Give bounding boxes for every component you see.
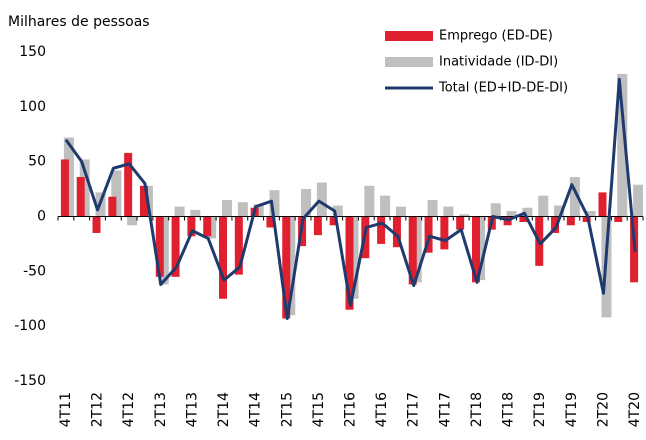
bar xyxy=(269,190,280,217)
y-axis-label: Milhares de pessoas xyxy=(8,14,150,30)
bar xyxy=(617,73,628,217)
bar xyxy=(585,211,596,217)
bar xyxy=(522,207,533,217)
bar xyxy=(332,205,343,217)
bar xyxy=(316,182,327,217)
y-tick-label: 100 xyxy=(19,99,46,115)
bar xyxy=(377,216,386,244)
bar xyxy=(427,200,438,217)
bar xyxy=(569,177,580,217)
x-tick-label: 4T19 xyxy=(564,392,580,427)
bar xyxy=(380,195,391,217)
y-tick-label: -100 xyxy=(14,318,46,334)
legend-label: Emprego (ED-DE) xyxy=(439,29,553,44)
bar xyxy=(174,206,185,217)
bar xyxy=(551,216,560,233)
bar xyxy=(301,189,312,217)
bar xyxy=(282,216,291,319)
x-tick-label: 2T15 xyxy=(279,392,295,427)
bar xyxy=(92,216,101,233)
y-tick-label: -50 xyxy=(23,263,46,279)
bar xyxy=(127,216,138,226)
bar xyxy=(222,200,233,217)
bar xyxy=(471,216,480,283)
legend-swatch xyxy=(385,57,433,67)
bar xyxy=(408,216,417,285)
x-tick-label: 4T18 xyxy=(501,392,517,427)
x-tick-label: 2T12 xyxy=(90,392,106,427)
bar xyxy=(443,206,454,217)
x-tick-label: 4T20 xyxy=(627,392,643,427)
legend-swatch xyxy=(385,31,433,41)
bar xyxy=(456,216,465,230)
x-tick-label: 4T11 xyxy=(58,392,74,427)
bar xyxy=(506,211,517,217)
bar xyxy=(124,152,133,217)
x-tick-label: 2T19 xyxy=(532,392,548,427)
bar xyxy=(108,196,117,217)
x-tick-label: 2T13 xyxy=(153,392,169,427)
x-tick-label: 4T12 xyxy=(121,392,137,427)
x-tick-label: 4T13 xyxy=(184,392,200,427)
bar xyxy=(459,214,470,217)
bar xyxy=(111,170,122,217)
bar xyxy=(190,209,201,217)
bar xyxy=(554,205,565,217)
bar xyxy=(490,203,501,217)
x-tick-label: 4T17 xyxy=(437,392,453,427)
bar xyxy=(203,216,212,237)
bar xyxy=(219,216,228,299)
bar xyxy=(60,159,69,217)
bar xyxy=(155,216,164,277)
bar xyxy=(76,177,85,217)
bar xyxy=(329,216,338,226)
bar xyxy=(364,185,375,217)
x-tick-label: 2T18 xyxy=(469,392,485,427)
legend-label: Total (ED+ID-DE-DI) xyxy=(438,81,568,96)
bar xyxy=(440,216,449,250)
y-tick-label: -150 xyxy=(14,373,46,389)
bar xyxy=(171,216,180,277)
bar xyxy=(633,184,644,217)
x-tick-label: 4T14 xyxy=(248,392,264,427)
x-tick-label: 2T14 xyxy=(216,392,232,427)
x-tick-label: 2T20 xyxy=(595,392,611,427)
bar xyxy=(538,195,549,217)
bar xyxy=(313,216,322,236)
bar xyxy=(237,202,248,217)
bar xyxy=(266,216,275,228)
x-tick-label: 2T17 xyxy=(406,392,422,427)
y-tick-label: 150 xyxy=(19,44,46,60)
line xyxy=(64,77,637,320)
x-tick-label: 2T16 xyxy=(343,392,359,427)
bar xyxy=(234,216,243,275)
bar xyxy=(566,216,575,226)
x-tick-label: 4T15 xyxy=(311,392,327,427)
y-tick-label: 0 xyxy=(37,209,46,225)
bar xyxy=(187,216,196,237)
bar xyxy=(614,216,623,222)
y-tick-label: 50 xyxy=(28,154,46,170)
bar xyxy=(598,192,607,217)
bar xyxy=(392,216,401,248)
bar xyxy=(519,216,528,222)
x-tick-label: 4T16 xyxy=(374,392,390,427)
bar xyxy=(395,206,406,217)
legend-label: Inatividade (ID-DI) xyxy=(439,55,558,70)
bar xyxy=(582,216,591,222)
bar xyxy=(345,216,354,310)
bar xyxy=(424,216,433,253)
bar xyxy=(139,185,148,217)
